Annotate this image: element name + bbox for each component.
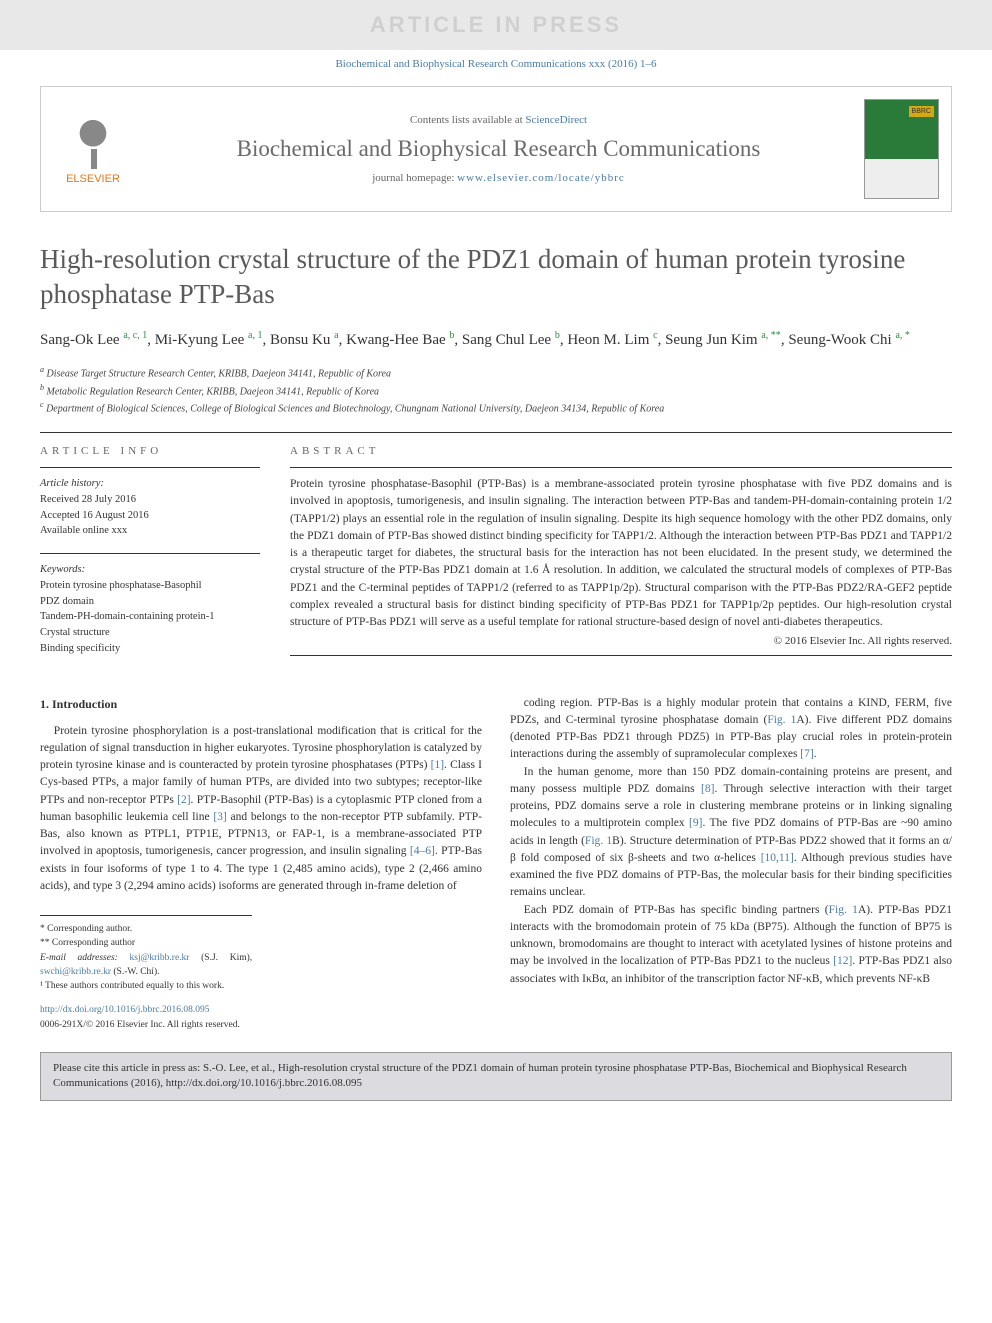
authors-list: Sang-Ok Lee a, c, 1, Mi-Kyung Lee a, 1, … bbox=[40, 328, 952, 352]
keyword: Crystal structure bbox=[40, 625, 260, 641]
body-paragraph: Each PDZ domain of PTP-Bas has specific … bbox=[510, 902, 952, 988]
body-paragraph: Protein tyrosine phosphorylation is a po… bbox=[40, 723, 482, 896]
ref-link[interactable]: [1] bbox=[431, 759, 444, 771]
email-line: E-mail addresses: ksj@kribb.re.kr (S.J. … bbox=[40, 951, 252, 980]
fig-link[interactable]: Fig. 1 bbox=[829, 904, 858, 916]
fig-link[interactable]: Fig. 1 bbox=[767, 714, 796, 726]
ref-link[interactable]: [3] bbox=[213, 811, 226, 823]
equal-contrib-note: ¹ These authors contributed equally to t… bbox=[40, 979, 252, 993]
homepage-link[interactable]: www.elsevier.com/locate/ybbrc bbox=[457, 172, 625, 184]
abstract-copyright: © 2016 Elsevier Inc. All rights reserved… bbox=[290, 635, 952, 647]
article-main: High-resolution crystal structure of the… bbox=[40, 242, 952, 1032]
sciencedirect-link[interactable]: ScienceDirect bbox=[525, 114, 587, 126]
affiliation: a Disease Target Structure Research Cent… bbox=[40, 364, 952, 381]
divider bbox=[40, 467, 260, 468]
article-title: High-resolution crystal structure of the… bbox=[40, 242, 952, 312]
keyword: PDZ domain bbox=[40, 594, 260, 610]
history-item: Accepted 16 August 2016 bbox=[40, 508, 260, 524]
header-center: Contents lists available at ScienceDirec… bbox=[133, 114, 864, 184]
affiliations: a Disease Target Structure Research Cent… bbox=[40, 364, 952, 416]
abstract-column: ABSTRACT Protein tyrosine phosphatase-Ba… bbox=[290, 445, 952, 671]
author[interactable]: Kwang-Hee Bae bbox=[346, 332, 446, 348]
author[interactable]: Seung-Wook Chi bbox=[788, 332, 891, 348]
abstract-text: Protein tyrosine phosphatase-Basophil (P… bbox=[290, 476, 952, 631]
footnotes: * Corresponding author. ** Corresponding… bbox=[40, 915, 252, 993]
email-who: (S.-W. Chi). bbox=[111, 967, 159, 977]
body-two-column: 1. Introduction Protein tyrosine phospho… bbox=[40, 695, 952, 1032]
affiliation: c Department of Biological Sciences, Col… bbox=[40, 399, 952, 416]
section-heading: 1. Introduction bbox=[40, 695, 482, 713]
info-abstract-row: ARTICLE INFO Article history: Received 2… bbox=[40, 445, 952, 671]
ref-link[interactable]: [2] bbox=[177, 794, 190, 806]
ref-link[interactable]: [7] bbox=[800, 748, 813, 760]
aff-sup[interactable]: a bbox=[334, 330, 338, 341]
doi-link[interactable]: http://dx.doi.org/10.1016/j.bbrc.2016.08… bbox=[40, 1005, 210, 1015]
corresponding-note: ** Corresponding author bbox=[40, 936, 252, 950]
history-label: Article history: bbox=[40, 476, 260, 492]
top-citation: Biochemical and Biophysical Research Com… bbox=[0, 50, 992, 78]
ref-link[interactable]: [10,11] bbox=[761, 852, 794, 864]
article-history: Article history: Received 28 July 2016 A… bbox=[40, 476, 260, 539]
elsevier-tree-icon bbox=[68, 114, 118, 169]
journal-name: Biochemical and Biophysical Research Com… bbox=[145, 136, 852, 162]
ref-link[interactable]: [9] bbox=[689, 817, 702, 829]
please-cite-box: Please cite this article in press as: S.… bbox=[40, 1052, 952, 1101]
history-item: Available online xxx bbox=[40, 523, 260, 539]
divider bbox=[290, 655, 952, 656]
right-column: coding region. PTP-Bas is a highly modul… bbox=[510, 695, 952, 1032]
aff-sup[interactable]: b bbox=[449, 330, 454, 341]
email-label: E-mail addresses: bbox=[40, 953, 130, 963]
keywords-block: Keywords: Protein tyrosine phosphatase-B… bbox=[40, 562, 260, 657]
ref-link[interactable]: [4–6] bbox=[410, 845, 435, 857]
left-column: 1. Introduction Protein tyrosine phospho… bbox=[40, 695, 482, 1032]
body-paragraph: In the human genome, more than 150 PDZ d… bbox=[510, 764, 952, 902]
keywords-label: Keywords: bbox=[40, 562, 260, 578]
aff-sup[interactable]: a, 1 bbox=[248, 330, 262, 341]
divider bbox=[40, 432, 952, 433]
author[interactable]: Bonsu Ku bbox=[270, 332, 330, 348]
doi-block: http://dx.doi.org/10.1016/j.bbrc.2016.08… bbox=[40, 1003, 482, 1032]
journal-header-box: ELSEVIER Contents lists available at Sci… bbox=[40, 86, 952, 212]
corresponding-note: * Corresponding author. bbox=[40, 922, 252, 936]
ref-link[interactable]: [12] bbox=[833, 955, 852, 967]
history-item: Received 28 July 2016 bbox=[40, 492, 260, 508]
ref-link[interactable]: [8] bbox=[701, 783, 714, 795]
article-info-column: ARTICLE INFO Article history: Received 2… bbox=[40, 445, 260, 671]
issn-copyright: 0006-291X/© 2016 Elsevier Inc. All right… bbox=[40, 1018, 482, 1032]
aff-sup[interactable]: a, c, 1 bbox=[123, 330, 147, 341]
fig-link[interactable]: Fig. 1 bbox=[585, 835, 612, 847]
aff-sup[interactable]: c bbox=[653, 330, 657, 341]
homepage-prefix: journal homepage: bbox=[372, 172, 457, 184]
email-link[interactable]: ksj@kribb.re.kr bbox=[130, 953, 190, 963]
author[interactable]: Seung Jun Kim bbox=[665, 332, 758, 348]
journal-cover-thumbnail[interactable] bbox=[864, 99, 939, 199]
affiliation: b Metabolic Regulation Research Center, … bbox=[40, 382, 952, 399]
author[interactable]: Mi-Kyung Lee bbox=[155, 332, 245, 348]
contents-available-line: Contents lists available at ScienceDirec… bbox=[145, 114, 852, 126]
body-paragraph: coding region. PTP-Bas is a highly modul… bbox=[510, 695, 952, 764]
email-link[interactable]: swchi@kribb.re.kr bbox=[40, 967, 111, 977]
author[interactable]: Sang-Ok Lee bbox=[40, 332, 120, 348]
contents-prefix: Contents lists available at bbox=[410, 114, 525, 126]
aff-sup[interactable]: b bbox=[555, 330, 560, 341]
divider bbox=[40, 553, 260, 554]
abstract-header: ABSTRACT bbox=[290, 445, 952, 457]
aff-sup[interactable]: a, * bbox=[895, 330, 909, 341]
keyword: Binding specificity bbox=[40, 641, 260, 657]
divider bbox=[290, 467, 952, 468]
aff-sup[interactable]: a, ** bbox=[761, 330, 780, 341]
keyword: Protein tyrosine phosphatase-Basophil bbox=[40, 578, 260, 594]
elsevier-label: ELSEVIER bbox=[66, 173, 120, 185]
author[interactable]: Heon M. Lim bbox=[567, 332, 649, 348]
homepage-line: journal homepage: www.elsevier.com/locat… bbox=[145, 172, 852, 184]
email-who: (S.J. Kim), bbox=[189, 953, 252, 963]
article-in-press-banner: ARTICLE IN PRESS bbox=[0, 0, 992, 50]
keyword: Tandem-PH-domain-containing protein-1 bbox=[40, 609, 260, 625]
elsevier-logo[interactable]: ELSEVIER bbox=[53, 104, 133, 194]
article-info-header: ARTICLE INFO bbox=[40, 445, 260, 457]
author[interactable]: Sang Chul Lee bbox=[462, 332, 551, 348]
